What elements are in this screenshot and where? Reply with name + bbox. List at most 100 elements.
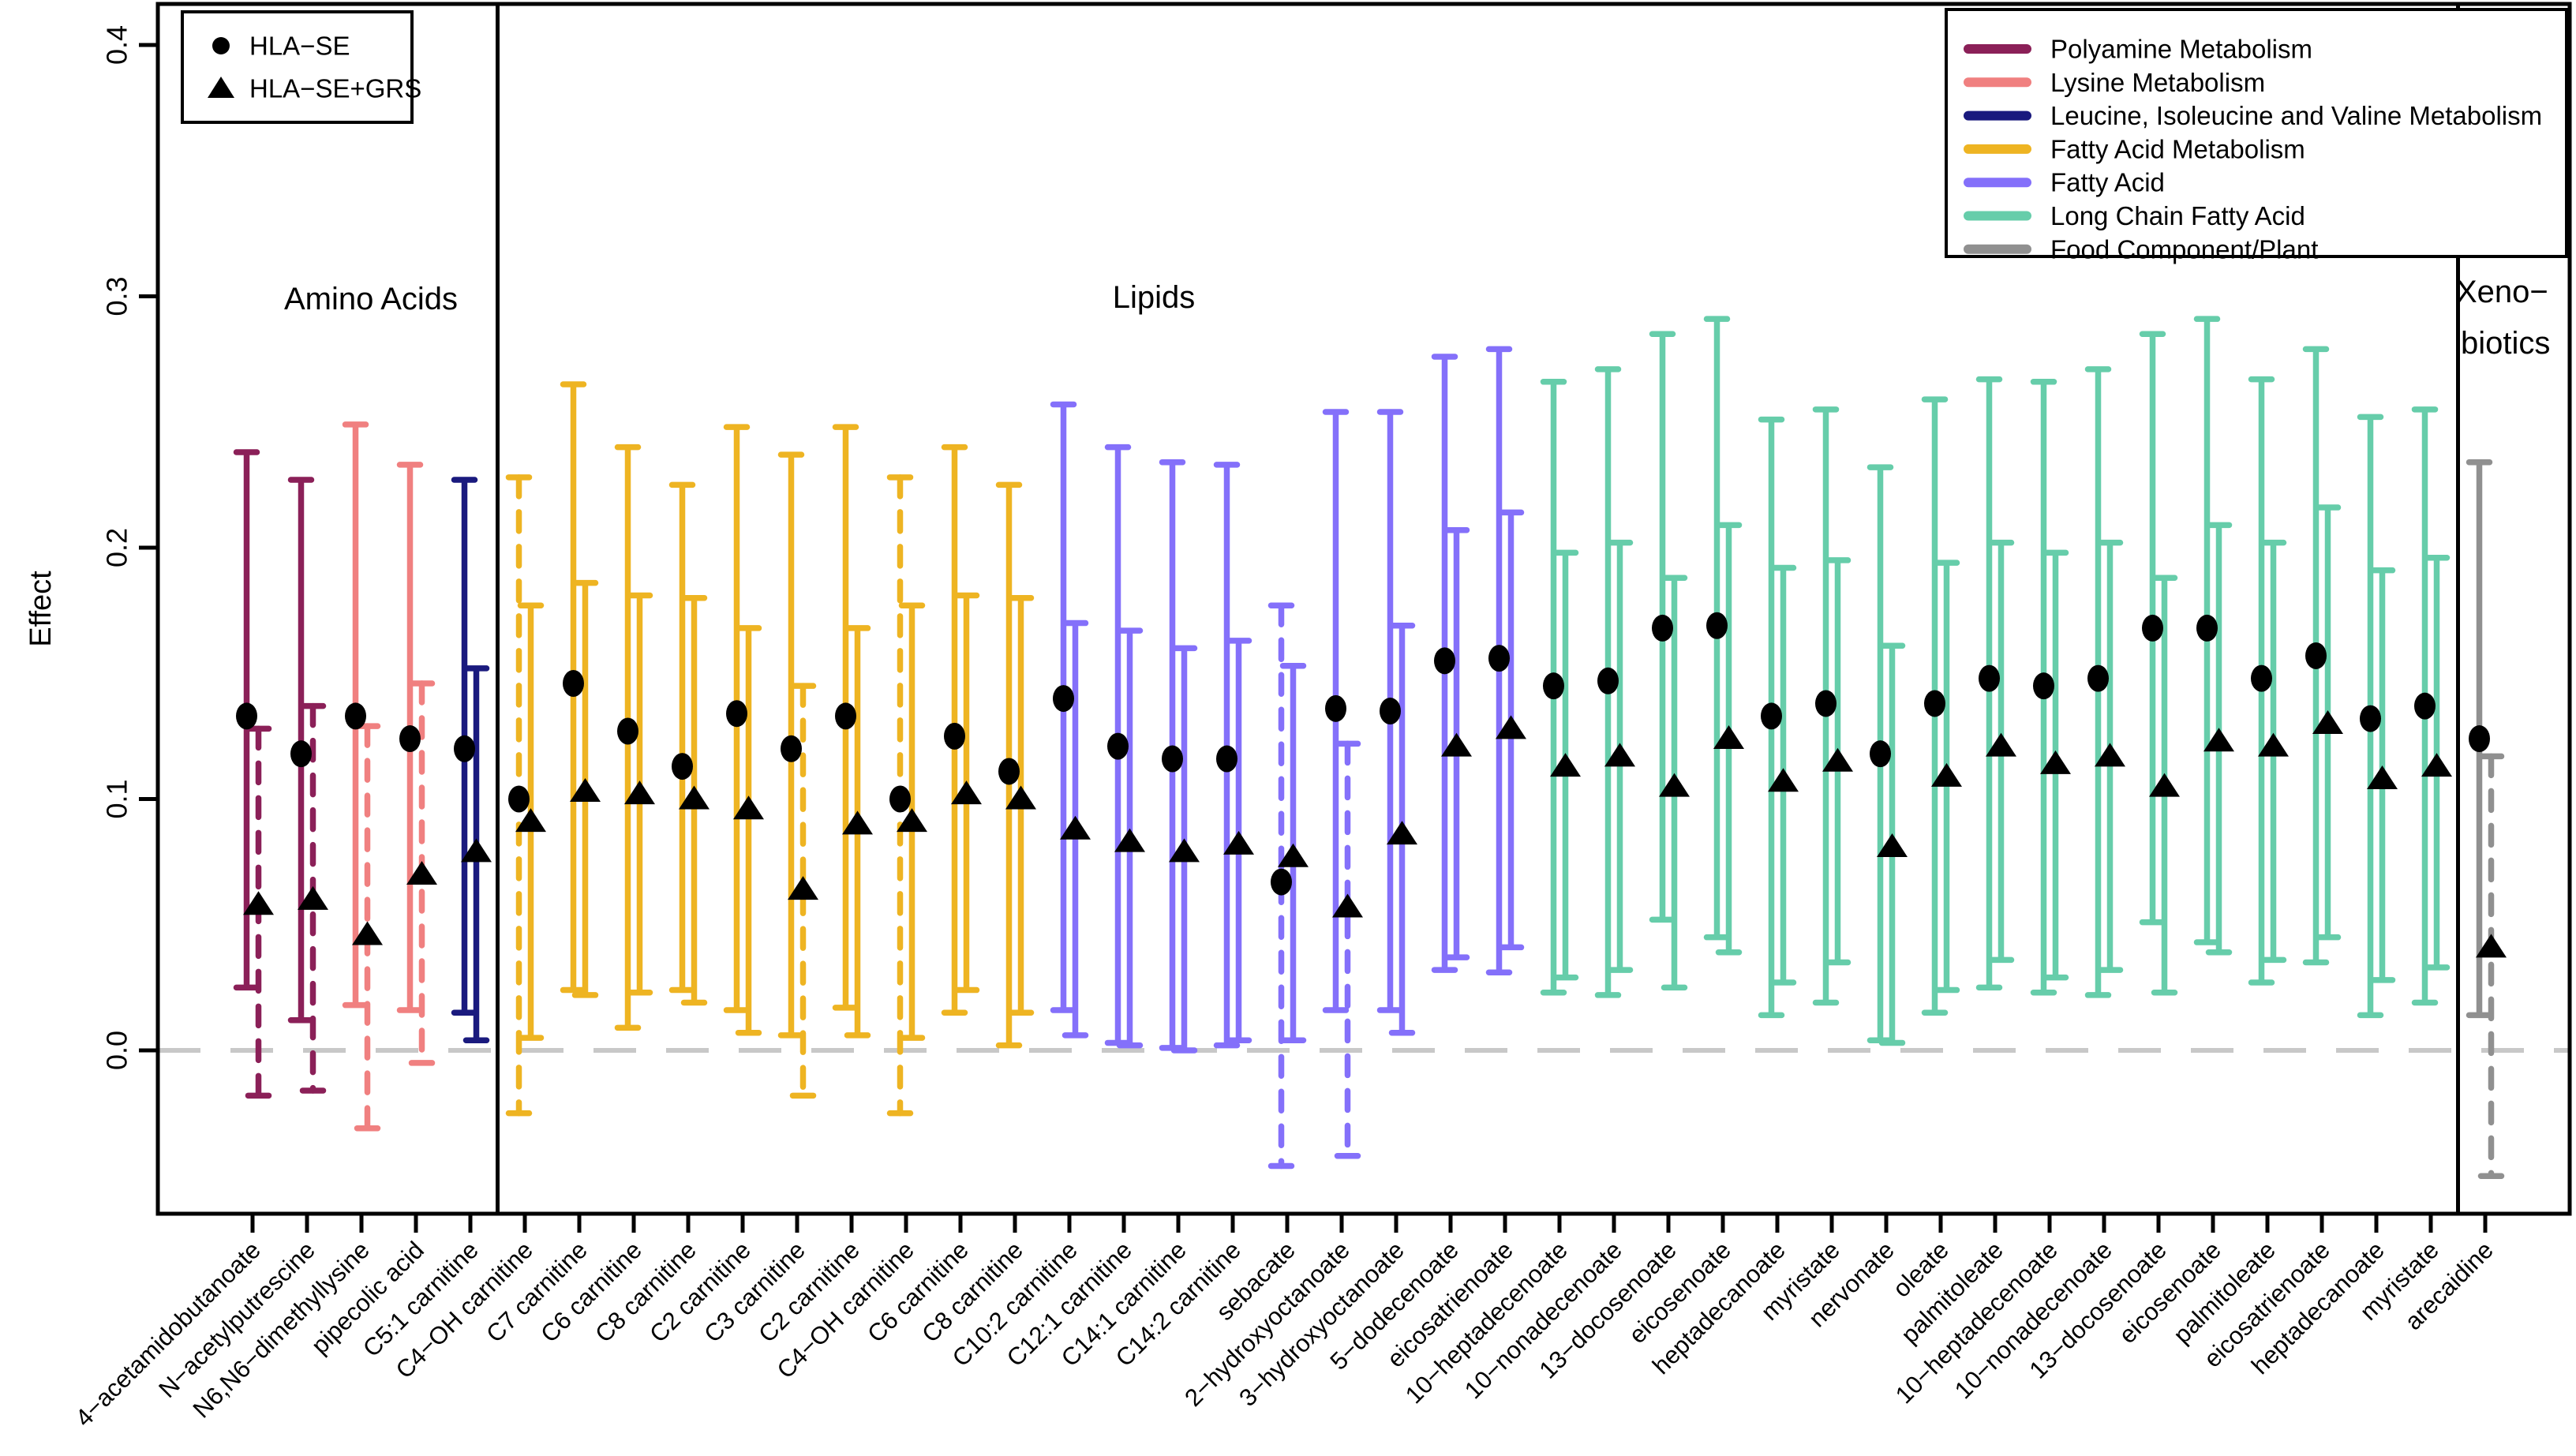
y-tick-label: 0.0 (101, 1031, 133, 1070)
point-estimate-circle-hla-se (345, 702, 366, 730)
point-estimate-circle-hla-se (1325, 694, 1346, 722)
point-estimate-circle-hla-se (1488, 645, 1510, 672)
y-tick-label: 0.3 (101, 276, 133, 316)
point-estimate-triangle-hla-se-grs (1223, 830, 1254, 855)
point-estimate-triangle-hla-se-grs (897, 808, 927, 833)
point-estimate-circle-hla-se (1053, 685, 1074, 713)
point-estimate-triangle-hla-se-grs (1332, 893, 1363, 918)
point-estimate-triangle-hla-se-grs (1768, 768, 1799, 792)
point-estimate-circle-hla-se (2196, 614, 2218, 642)
point-estimate-triangle-hla-se-grs (1114, 828, 1145, 852)
y-tick-label: 0.4 (101, 25, 133, 65)
point-estimate-circle-hla-se (889, 785, 911, 813)
y-axis-title: Effect (24, 571, 58, 647)
legend-label-hla-se-grs: HLA−SE+GRS (249, 74, 421, 103)
section-label-amino-acids: Amino Acids (284, 282, 458, 316)
point-estimate-circle-hla-se (1216, 745, 1237, 773)
point-estimate-triangle-hla-se-grs (1278, 843, 1309, 867)
pathway-legend-label-lysine: Lysine Metabolism (2050, 68, 2265, 97)
point-estimate-triangle-hla-se-grs (1550, 753, 1581, 777)
point-estimate-triangle-hla-se-grs (624, 780, 655, 805)
point-estimate-circle-hla-se (1597, 667, 1619, 694)
point-estimate-triangle-hla-se-grs (1877, 833, 1908, 858)
point-estimate-circle-hla-se (1107, 732, 1129, 760)
point-estimate-triangle-hla-se-grs (2258, 732, 2289, 757)
point-estimate-circle-hla-se (672, 753, 693, 780)
point-estimate-triangle-hla-se-grs (2040, 750, 2071, 774)
point-estimate-triangle-hla-se-grs (679, 785, 710, 810)
point-estimate-circle-hla-se (2469, 725, 2490, 753)
point-estimate-triangle-hla-se-grs (2367, 765, 2398, 790)
point-estimate-triangle-hla-se-grs (2149, 773, 2180, 797)
point-estimate-triangle-hla-se-grs (1822, 747, 1853, 772)
point-estimate-circle-hla-se (2142, 614, 2163, 642)
point-estimate-triangle-hla-se-grs (570, 777, 601, 802)
point-estimate-circle-hla-se (454, 735, 475, 762)
point-estimate-circle-hla-se (1706, 612, 1728, 639)
legend-triangle-icon (208, 77, 234, 98)
point-estimate-triangle-hla-se-grs (1387, 821, 1417, 845)
point-estimate-circle-hla-se (2087, 664, 2109, 692)
point-estimate-circle-hla-se (944, 722, 965, 750)
section-label-xenobiotics-line2: biotics (2461, 326, 2550, 361)
point-estimate-triangle-hla-se-grs (243, 891, 274, 915)
y-tick-label: 0.2 (101, 528, 133, 567)
plot-frame (155, 2, 2572, 1216)
ci-bar-hla-se (668, 481, 696, 994)
pathway-legend-label-food: Food Component/Plant (2050, 234, 2318, 264)
point-estimate-circle-hla-se (508, 785, 530, 813)
point-estimate-triangle-hla-se-grs (1441, 732, 1472, 757)
point-estimate-triangle-hla-se-grs (2203, 728, 2234, 752)
point-estimate-circle-hla-se (1271, 868, 1292, 896)
point-estimate-circle-hla-se (290, 740, 312, 768)
point-estimate-triangle-hla-se-grs (1005, 785, 1036, 810)
point-estimate-triangle-hla-se-grs (2421, 753, 2452, 777)
point-estimate-triangle-hla-se-grs (1713, 725, 1744, 750)
legend-circle-icon (212, 37, 230, 54)
pathway-legend-box (1945, 8, 2568, 258)
ci-bar-hla-se-grs (735, 625, 762, 1036)
point-estimate-circle-hla-se (1924, 690, 1945, 717)
point-estimate-circle-hla-se (2251, 664, 2272, 692)
point-estimate-circle-hla-se (1979, 664, 2000, 692)
point-estimate-triangle-hla-se-grs (2312, 709, 2343, 734)
pathway-legend-label-fam: Fatty Acid Metabolism (2050, 134, 2305, 163)
point-estimate-triangle-hla-se-grs (1659, 773, 1690, 797)
point-estimate-circle-hla-se (998, 758, 1020, 785)
marker-legend-box (181, 10, 414, 124)
point-estimate-triangle-hla-se-grs (788, 876, 818, 900)
legend-label-hla-se: HLA−SE (249, 32, 350, 61)
point-estimate-circle-hla-se (1870, 740, 1891, 768)
section-label-lipids: Lipids (1113, 280, 1196, 315)
point-estimate-circle-hla-se (2305, 642, 2327, 669)
point-estimate-circle-hla-se (1162, 745, 1183, 773)
point-estimate-triangle-hla-se-grs (733, 795, 764, 820)
point-estimate-circle-hla-se (1543, 672, 1564, 700)
point-estimate-triangle-hla-se-grs (1931, 762, 1962, 787)
point-estimate-triangle-hla-se-grs (1169, 838, 1200, 863)
point-estimate-triangle-hla-se-grs (298, 885, 328, 910)
point-estimate-triangle-hla-se-grs (406, 861, 437, 885)
point-estimate-circle-hla-se (835, 702, 856, 730)
point-estimate-triangle-hla-se-grs (1986, 732, 2016, 757)
point-estimate-triangle-hla-se-grs (352, 921, 383, 945)
point-estimate-circle-hla-se (781, 735, 802, 762)
point-estimate-triangle-hla-se-grs (515, 808, 546, 833)
point-estimate-circle-hla-se (563, 669, 584, 697)
point-estimate-circle-hla-se (1652, 614, 1673, 642)
point-estimate-triangle-hla-se-grs (951, 780, 982, 805)
point-estimate-triangle-hla-se-grs (2095, 743, 2125, 767)
point-estimate-circle-hla-se (2414, 692, 2436, 720)
pathway-legend-label-bcaa: Leucine, Isoleucine and Valine Metabolis… (2050, 101, 2542, 130)
point-estimate-triangle-hla-se-grs (1060, 815, 1091, 840)
point-estimate-circle-hla-se (2360, 705, 2381, 732)
pathway-legend-label-polyamine: Polyamine Metabolism (2050, 35, 2312, 64)
pathway-legend-label-lcfa: Long Chain Fatty Acid (2050, 201, 2305, 230)
point-estimate-circle-hla-se (1761, 702, 1782, 730)
point-estimate-circle-hla-se (726, 700, 747, 728)
point-estimate-triangle-hla-se-grs (461, 838, 492, 863)
point-estimate-circle-hla-se (2033, 672, 2054, 700)
pathway-legend-label-fa: Fatty Acid (2050, 168, 2165, 197)
